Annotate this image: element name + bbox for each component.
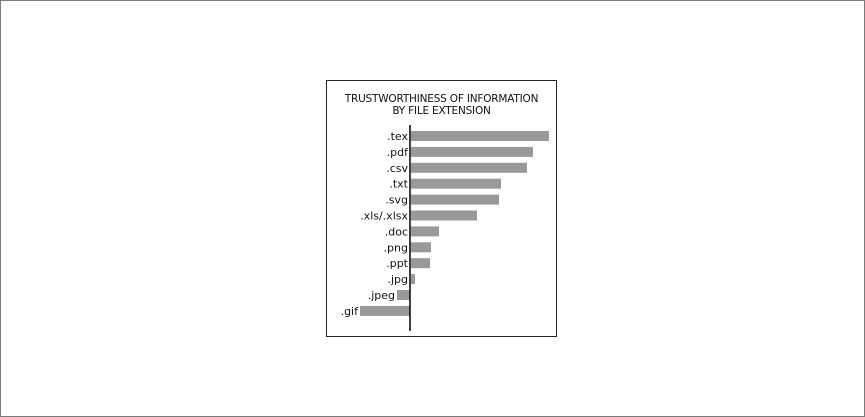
bar-svg [411, 194, 499, 205]
tick-label-csv: .csv [386, 162, 408, 175]
tick-label-tex: .tex [387, 130, 408, 143]
bar-chart: .tex .pdf .csv .txt .svg .xls/.xlsx .doc .png .p… [341, 125, 549, 331]
bar-tex [411, 131, 549, 141]
bar-csv [411, 162, 527, 173]
chart-title: TRUSTWORTHINESS OF INFORMATION BY FILE E… [327, 93, 556, 117]
bar-gif [360, 305, 410, 316]
bar-ppt [411, 258, 430, 269]
tick-label-doc: .doc [385, 225, 408, 238]
tick-label-pdf: .pdf [387, 146, 409, 159]
tick-label-jpeg: .jpeg [368, 289, 395, 302]
bar-jpg [411, 274, 415, 285]
tick-label-xls-xlsx: .xls/.xlsx [360, 210, 408, 223]
comic-panel: TRUSTWORTHINESS OF INFORMATION BY FILE E… [326, 80, 557, 337]
tick-label-jpg: .jpg [387, 273, 408, 286]
bar-xls-xlsx [411, 210, 477, 221]
chart-title-line-1: TRUSTWORTHINESS OF INFORMATION [344, 93, 539, 105]
tick-label-png: .png [384, 241, 408, 254]
bar-doc [411, 226, 439, 237]
bar-png [411, 242, 431, 253]
bar-txt [411, 178, 501, 189]
tick-label-ppt: .ppt [386, 257, 408, 270]
tick-label-gif: .gif [341, 305, 360, 318]
bar-jpeg [397, 290, 410, 300]
bar-pdf [411, 146, 533, 157]
chart-title-line-2: BY FILE EXTENSION [392, 105, 491, 117]
tick-label-txt: .txt [389, 178, 408, 191]
tick-label-svg: .svg [385, 194, 408, 207]
